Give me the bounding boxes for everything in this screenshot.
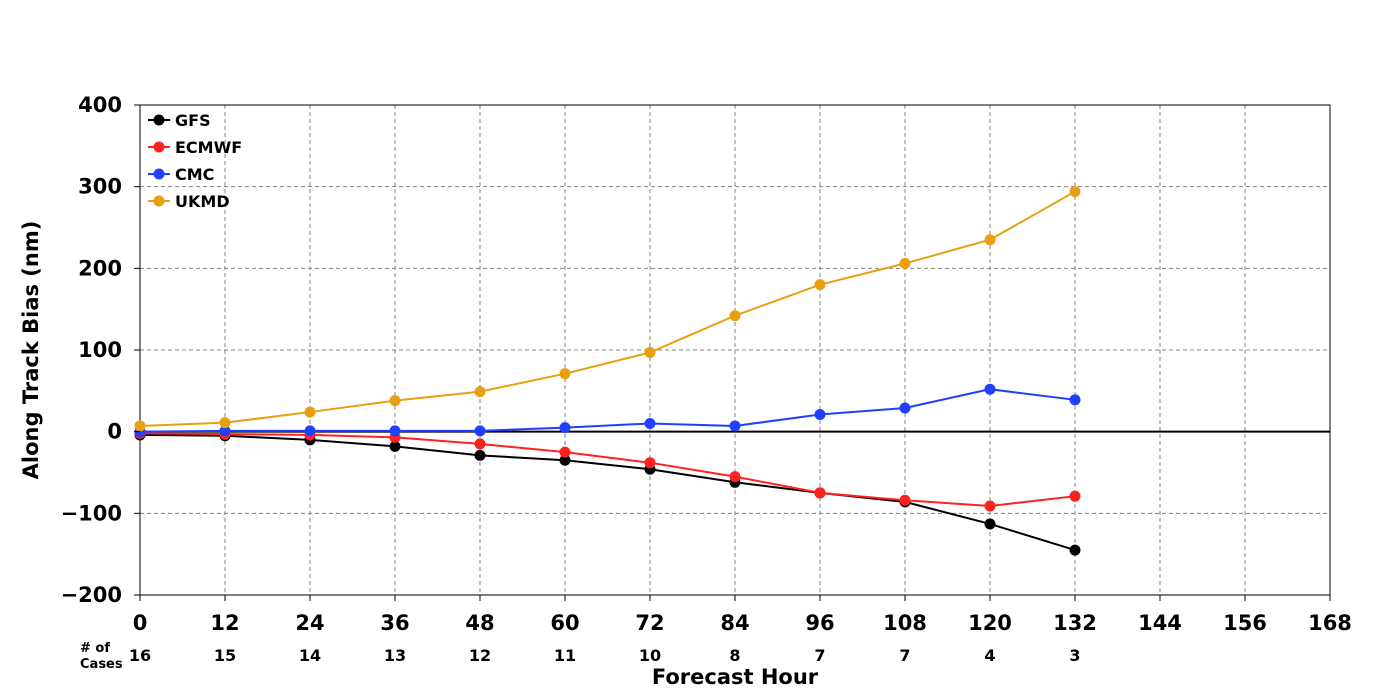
data-point-cmc [1069,394,1081,406]
x-tick-label: 120 [968,611,1012,635]
case-counts: # of Cases 16 15 14 13 12 11 10 8 7 7 4 3 [80,641,1081,672]
series-lines [134,186,1081,556]
x-tick-label: 168 [1308,611,1352,635]
data-point-cmc [984,383,996,395]
series-line-gfs [139,433,1076,552]
data-point-ukmd [304,406,316,418]
data-point-ukmd [559,368,571,380]
x-tick-label: 72 [635,611,664,635]
grid-lines [140,105,1330,595]
case-count: 14 [299,646,321,665]
x-tick-label: 84 [720,611,749,635]
data-point-ecmwf [814,487,826,499]
data-point-ukmd [134,420,146,432]
x-tick-label: 108 [883,611,927,635]
series-line-ecmwf [139,432,1076,507]
legend: GFS ECMWF CMC UKMD [148,111,242,211]
data-point-gfs [1069,544,1081,556]
data-point-cmc [474,425,486,437]
series-line-cmc [139,388,1076,433]
case-count: 4 [984,646,995,665]
cases-label-line2: Cases [80,657,123,672]
case-count: 7 [814,646,825,665]
y-axis-title: Along Track Bias (nm) [19,221,43,480]
data-point-ukmd [1069,186,1081,198]
data-point-ecmwf [474,438,486,450]
data-point-cmc [899,402,911,414]
x-tick-label: 132 [1053,611,1097,635]
x-tick-label: 60 [550,611,579,635]
case-count: 16 [129,646,151,665]
data-point-cmc [219,425,231,437]
case-count: 11 [554,646,576,665]
x-tick-label: 96 [805,611,834,635]
x-tick-label: 144 [1138,611,1182,635]
data-point-ecmwf [1069,490,1081,502]
y-tick-label: −200 [61,583,122,607]
x-tick-label: 48 [465,611,494,635]
data-point-ukmd [644,346,656,358]
legend-label-cmc: CMC [175,165,214,184]
data-point-gfs [559,454,571,466]
data-point-gfs [474,449,486,461]
x-tick-label: 24 [295,611,324,635]
legend-marker-cmc [153,168,165,180]
y-tick-label: −100 [61,501,122,525]
data-point-ecmwf [729,471,741,483]
legend-label-ecmwf: ECMWF [175,138,242,157]
x-tick-label: 0 [133,611,148,635]
data-point-ukmd [899,257,911,269]
data-point-ukmd [814,279,826,291]
y-tick-label: 100 [78,338,122,362]
y-tick-label: 200 [78,256,122,280]
y-tick-label: 400 [78,93,122,117]
tick-labels: 0 12 24 36 48 60 72 84 96 108 120 132 144 156 168 −200 −… [61,93,1352,635]
data-point-ecmwf [559,446,571,458]
legend-marker-ecmwf [153,141,165,153]
data-point-cmc [304,425,316,437]
data-point-cmc [729,420,741,432]
case-count: 3 [1069,646,1080,665]
case-count: 8 [729,646,740,665]
data-point-cmc [389,425,401,437]
data-point-ukmd [474,386,486,398]
legend-label-gfs: GFS [175,111,211,130]
data-point-ecmwf [899,494,911,506]
data-point-gfs [389,440,401,452]
data-point-gfs [984,518,996,530]
y-tick-label: 300 [78,175,122,199]
data-point-ukmd [729,310,741,322]
data-point-cmc [559,422,571,434]
cases-label-line1: # of [80,641,110,656]
data-point-ukmd [389,395,401,407]
data-point-cmc [644,418,656,429]
series-line-ukmd [139,190,1076,427]
data-point-cmc [814,409,826,421]
case-count: 10 [639,646,661,665]
data-point-ecmwf [984,500,996,512]
legend-marker-gfs [153,114,165,126]
legend-marker-ukmd [153,195,165,207]
x-tick-label: 36 [380,611,409,635]
y-tick-label: 0 [107,420,122,444]
case-count: 12 [469,646,491,665]
data-point-ecmwf [644,457,656,469]
x-tick-label: 156 [1223,611,1267,635]
case-count: 15 [214,646,236,665]
case-count: 7 [899,646,910,665]
case-count: 13 [384,646,406,665]
x-axis-title: Forecast Hour [652,665,819,689]
x-tick-label: 12 [210,611,239,635]
legend-label-ukmd: UKMD [175,192,230,211]
data-point-ukmd [219,417,231,429]
data-point-ukmd [984,234,996,246]
